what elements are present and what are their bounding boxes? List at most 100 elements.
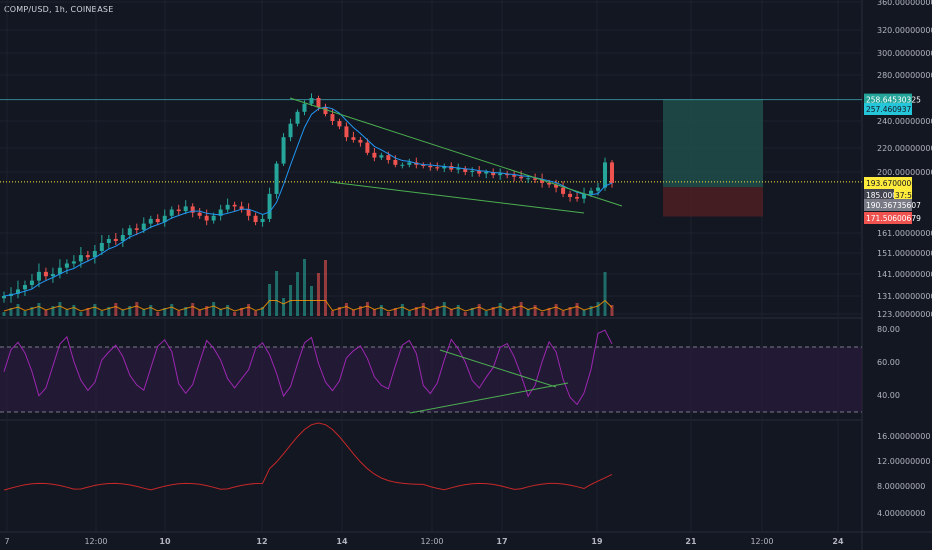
candle-body: [260, 218, 265, 223]
volume-bar: [93, 304, 97, 316]
candle-body: [15, 289, 20, 294]
volume-bar: [86, 308, 90, 316]
candle-body: [575, 197, 580, 199]
volume-bar: [79, 312, 83, 316]
candle-body: [50, 274, 55, 277]
candle-body: [435, 167, 440, 169]
candle-body: [477, 170, 482, 174]
candle-body: [155, 218, 160, 223]
volume-bar: [582, 310, 586, 316]
upper-trendline: [289, 97, 623, 207]
candle-body: [211, 215, 216, 221]
candle-body: [519, 176, 524, 179]
candle-body: [568, 193, 573, 198]
volume-bar: [393, 308, 397, 316]
volume-bar: [323, 260, 327, 316]
candle-body: [470, 170, 475, 172]
volume-bar: [491, 307, 495, 316]
rsi-upper-trendline: [439, 349, 557, 388]
time-tick-label: 10: [159, 537, 171, 546]
candle-body: [302, 103, 307, 112]
candle-body: [232, 204, 237, 207]
candle-body: [344, 126, 349, 138]
volume-bar: [51, 306, 55, 316]
candle-body: [603, 162, 608, 188]
candle-body: [29, 280, 34, 285]
volume-bar: [547, 308, 551, 316]
volume-bar: [484, 311, 488, 316]
volume-bar: [540, 312, 544, 316]
candle-body: [358, 139, 363, 143]
candle-body: [281, 137, 286, 164]
volume-bar: [470, 308, 474, 316]
price-tick-label: 240.00000000: [877, 117, 932, 126]
candle-body: [43, 271, 48, 277]
volume-bar: [589, 306, 593, 316]
candle-body: [99, 243, 104, 251]
price-tag: [864, 103, 912, 115]
price-tick-label: 151.00000000: [877, 249, 932, 258]
target-zone: [663, 99, 763, 188]
candle-body: [267, 193, 272, 219]
rsi-line: [3, 329, 613, 406]
volume-bar: [219, 309, 223, 316]
volume-bar: [72, 305, 76, 316]
candle-body: [484, 172, 489, 174]
volume-bar: [114, 303, 118, 316]
volume-bar: [428, 310, 432, 316]
rsi-tick-label: 60.00: [877, 358, 900, 367]
bottom-indicator-line: [3, 422, 613, 491]
volume-bar: [205, 306, 209, 316]
volume-bar: [149, 305, 153, 316]
volume-bar: [407, 311, 411, 316]
candle-body: [183, 206, 188, 212]
volume-bar: [16, 304, 20, 316]
candle-body: [71, 261, 76, 264]
volume-bar: [303, 259, 307, 316]
volume-bar: [554, 304, 558, 316]
volume-bar: [400, 304, 404, 316]
moving-average-line: [3, 106, 613, 297]
price-tag: [864, 212, 912, 224]
volume-bar: [610, 305, 614, 316]
candle-body: [225, 204, 230, 210]
price-tag-label: 190.36735607: [866, 201, 921, 210]
candle-body: [239, 206, 244, 210]
candle-body: [85, 255, 90, 258]
volume-bar: [275, 271, 279, 316]
candle-body: [491, 172, 496, 176]
candle-body: [365, 142, 370, 153]
volume-bar: [337, 307, 341, 316]
volume-bar: [421, 303, 425, 316]
time-tick-label: 14: [336, 537, 348, 546]
price-tick-label: 123.00000000: [877, 310, 932, 319]
price-tick-label: 300.00000000: [877, 49, 932, 58]
candle-body: [323, 107, 328, 115]
volume-bar: [358, 306, 362, 316]
volume-bar: [330, 311, 334, 316]
candle-body: [162, 215, 167, 223]
candle-body: [540, 179, 545, 183]
volume-bar: [575, 303, 579, 316]
candle-body: [351, 137, 356, 140]
volume-bar: [107, 307, 111, 316]
horizontal-lines: [0, 99, 862, 183]
candle-body: [421, 164, 426, 166]
volume-bar: [414, 307, 418, 316]
candle-body: [134, 228, 139, 230]
trade-zones[interactable]: [663, 99, 763, 217]
candle-body: [127, 228, 132, 235]
volume-bar: [456, 305, 460, 316]
candle-body: [253, 215, 258, 223]
bottom-indicator-panel: [3, 422, 613, 491]
candle-body: [197, 212, 202, 216]
volume-bar: [177, 311, 181, 316]
volume-bar: [596, 302, 600, 316]
candle-body: [330, 114, 335, 121]
candle-body: [407, 162, 412, 165]
grid-lines: [0, 0, 862, 532]
candle-body: [547, 182, 552, 185]
volume-bar: [533, 305, 537, 316]
volume-bar: [9, 308, 13, 316]
